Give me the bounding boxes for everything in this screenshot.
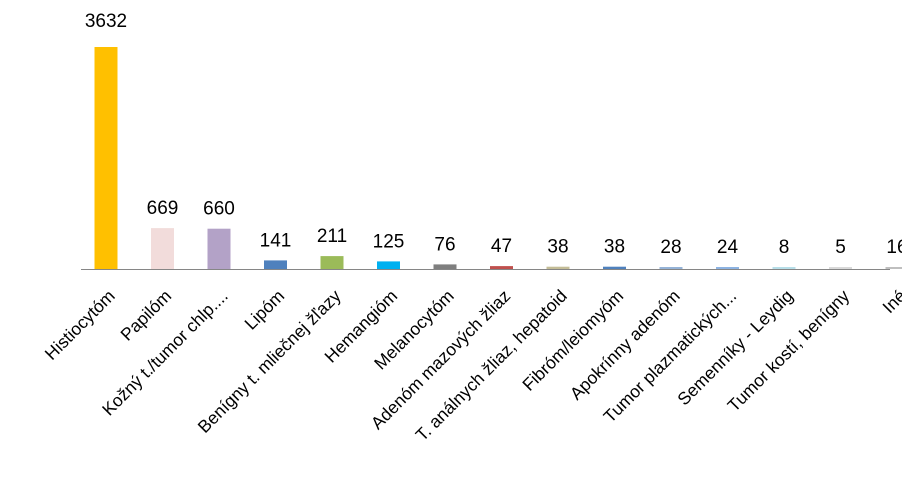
bar-2 (207, 228, 231, 269)
bar-12 (772, 267, 796, 269)
data-label-7: 47 (491, 236, 512, 257)
bar-13 (829, 267, 852, 269)
x-tick-label-9: Fibróm/leiomyóm (518, 286, 627, 395)
bar-3 (264, 260, 287, 269)
bar-6 (433, 264, 457, 269)
bar-7 (490, 266, 513, 269)
data-label-9: 38 (604, 237, 625, 258)
data-label-12: 8 (779, 237, 790, 258)
bars-group (94, 47, 902, 269)
bar-5 (377, 261, 400, 269)
x-tick-label-3: Lipóm (240, 286, 288, 334)
bar-11 (716, 267, 739, 269)
data-label-5: 125 (373, 231, 405, 252)
data-label-2: 660 (203, 199, 235, 220)
data-label-3: 141 (260, 230, 292, 251)
bar-14 (885, 267, 902, 269)
data-label-13: 5 (835, 237, 846, 258)
bar-8 (546, 266, 570, 269)
bar-1 (151, 228, 174, 269)
data-label-4: 211 (317, 226, 347, 247)
bar-0 (94, 47, 118, 269)
data-label-6: 76 (434, 234, 455, 255)
data-labels-group: 3632 669 660 141 211 125 76 47 38 38 28 24 8 5 16 (85, 11, 902, 258)
bar-4 (320, 256, 344, 269)
bar-9 (603, 266, 626, 269)
bar-10 (659, 267, 683, 269)
data-label-11: 24 (717, 237, 739, 258)
data-label-1: 669 (147, 198, 179, 219)
x-tick-label-14: Iné (878, 286, 902, 317)
data-label-10: 28 (660, 237, 681, 258)
data-label-0: 3632 (85, 11, 127, 32)
data-label-14: 16 (886, 237, 902, 258)
data-label-8: 38 (547, 237, 568, 258)
x-tick-label-0: Histiocytóm (41, 286, 119, 364)
